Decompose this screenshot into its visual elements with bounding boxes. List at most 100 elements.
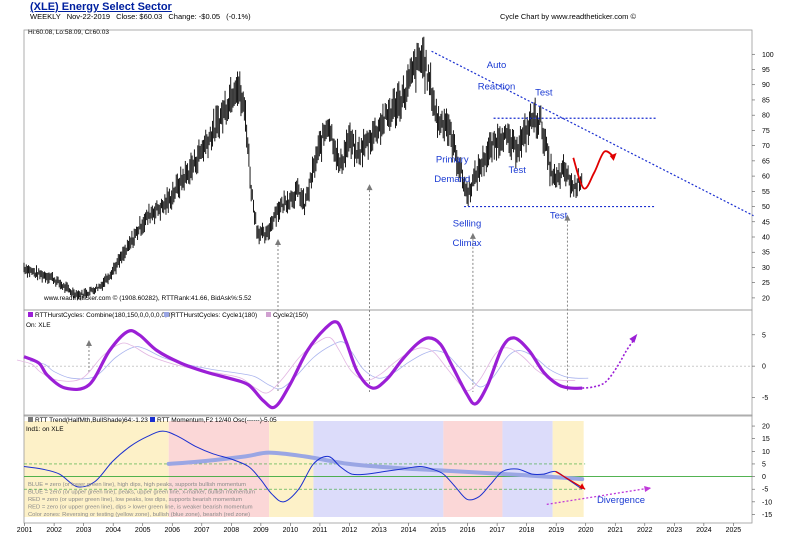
y-tick-label: 85: [762, 97, 770, 104]
y-tick-label: 65: [762, 158, 770, 165]
y-tick-label: 10: [762, 449, 770, 456]
momentum-note-2: RED = zero (or upper green line), low pe…: [28, 497, 242, 503]
y-tick-label: 35: [762, 250, 770, 257]
chart-credit: Cycle Chart by www.readtheticker.com ©: [500, 12, 636, 21]
divergence-arrowhead: [644, 485, 652, 492]
guide-2019-arrow: [564, 214, 571, 221]
y-tick-label: 30: [762, 265, 770, 272]
guide-2003-arrow: [85, 340, 92, 346]
forecast-arrowhead: [609, 152, 617, 161]
price-forecast: [572, 150, 616, 190]
legend-swatch-cycle1: [164, 312, 169, 317]
y-tick-label: -5: [762, 487, 768, 494]
momentum-note-3: RED = zero (or upper green line), dips >…: [28, 505, 253, 511]
y-tick-label: 50: [762, 204, 770, 211]
x-tick-label: 2007: [194, 527, 210, 534]
close-label: Close: $60.03: [116, 12, 163, 21]
x-tick-label: 2015: [430, 527, 446, 534]
change-label: Change: -$0.05: [168, 12, 221, 21]
y-tick-label: -5: [762, 395, 768, 402]
x-tick-label: 2016: [460, 527, 476, 534]
annotation-3: Primary: [436, 154, 469, 165]
x-tick-label: 2008: [224, 527, 240, 534]
y-tick-label: 5: [762, 332, 766, 339]
x-tick-label: 2003: [76, 527, 92, 534]
momentum-red-line: [555, 471, 586, 490]
y-tick-label: 80: [762, 113, 770, 120]
x-tick-label: 2012: [342, 527, 358, 534]
cycles-forecast-arrowhead: [629, 333, 638, 343]
x-tick-label: 2021: [607, 527, 623, 534]
momentum-note-0: BLUE = zero (or lower green line), high …: [28, 482, 246, 488]
momentum-legend-sub: Ind1: on XLE: [26, 426, 64, 433]
guide-2016-arrow: [469, 232, 476, 239]
momentum-zone-6: [552, 421, 584, 517]
annotation-6: Selling: [453, 218, 482, 229]
cycles-legend-2: RTTHurstCycles: Cycle1(180): [171, 312, 257, 319]
annotation-0: Auto: [487, 60, 507, 71]
y-tick-label: -10: [762, 499, 772, 506]
momentum-zone-0: [24, 421, 169, 517]
y-tick-label: 100: [762, 52, 774, 59]
x-tick-label: 2013: [371, 527, 387, 534]
y-tick-label: 25: [762, 280, 770, 287]
annotation-7: Climax: [452, 238, 481, 249]
x-tick-label: 2005: [135, 527, 151, 534]
panel-frame-mom: [23, 414, 753, 524]
legend-swatch-combined: [28, 312, 33, 317]
y-tick-label: 90: [762, 82, 770, 89]
cycles-legend: RTTHurstCycles: Combine(180,150,0,0,0,0,…: [35, 312, 173, 319]
price-series: [23, 36, 583, 301]
x-tick-label: 2019: [548, 527, 564, 534]
date-label: Nov-22-2019: [66, 12, 111, 21]
annotation-4: Demand: [434, 174, 470, 185]
legend-swatch-trend: [28, 417, 33, 422]
x-tick-label: 2025: [726, 527, 742, 534]
y-tick-label: 60: [762, 174, 770, 181]
y-tick-label: 0: [762, 364, 766, 371]
y-tick-label: 45: [762, 219, 770, 226]
momentum-note-1: BLUE = zero (or upper green line), peaks…: [28, 490, 255, 496]
annotation-8: Test: [550, 211, 568, 222]
chart-title: (XLE) Energy Select Sector: [30, 1, 172, 13]
x-tick-label: 2002: [46, 527, 62, 534]
momentum-trend-band: [166, 450, 585, 482]
y-tick-label: 0: [762, 474, 766, 481]
y-tick-label: 20: [762, 295, 770, 302]
momentum-zone-1: [168, 421, 270, 517]
annotation-5: Test: [508, 165, 526, 176]
cycle2-line: [16, 336, 576, 394]
x-tick-label: 2009: [253, 527, 269, 534]
x-tick-label: 2004: [105, 527, 121, 534]
x-tick-label: 2010: [283, 527, 299, 534]
change-pct-label: (-0.1%): [226, 12, 251, 21]
trendline: [431, 50, 754, 217]
price-legend: Hi:60.08, Lo:58.09, Cl:60.03: [28, 29, 109, 36]
x-tick-label: 2001: [17, 527, 33, 534]
momentum-zone-2: [269, 421, 314, 517]
legend-swatch-cycle2: [266, 312, 271, 317]
legend-swatch-momentum: [150, 417, 155, 422]
y-tick-label: 55: [762, 189, 770, 196]
y-tick-label: 95: [762, 67, 770, 74]
momentum-legend-2: RTT Momentum,F2 12/40 Osc(------)-5.05: [157, 417, 277, 424]
cycles-forecast: [582, 337, 636, 389]
interval-label: WEEKLY: [30, 12, 61, 21]
panel-frame-cyc: [23, 309, 753, 417]
guide-2009-arrow: [274, 239, 281, 245]
price-footer: www.readtheticker.com © (1908.60282), RT…: [43, 294, 252, 302]
cycles-combined-line: [23, 320, 583, 410]
x-tick-label: 2011: [312, 527, 327, 534]
x-tick-label: 2022: [637, 527, 653, 534]
x-tick-label: 2014: [401, 527, 417, 534]
y-tick-label: 20: [762, 424, 770, 431]
y-tick-label: 75: [762, 128, 770, 135]
x-tick-label: 2018: [519, 527, 535, 534]
divergence-label: Divergence: [597, 495, 645, 506]
x-tick-label: 2024: [696, 527, 712, 534]
momentum-note-4: Color zones: Reversing or testing (yello…: [28, 512, 250, 518]
annotation-1: Reaction: [478, 81, 516, 92]
x-tick-label: 2023: [667, 527, 683, 534]
momentum-legend: RTT Trend(HalfMth,BullShade)64:-1.23: [35, 417, 148, 424]
